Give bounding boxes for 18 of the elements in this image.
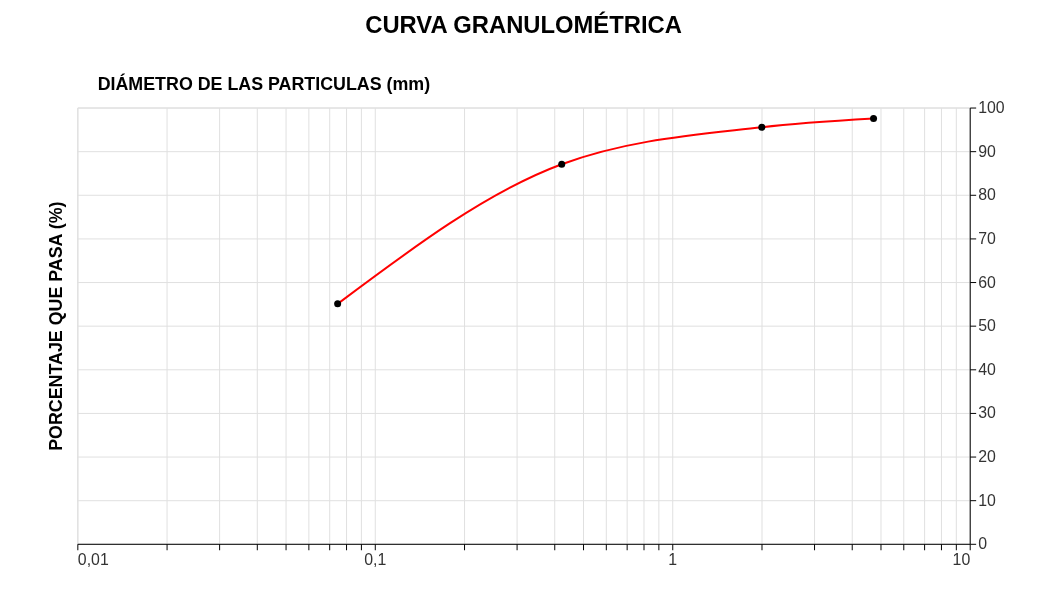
y-tick-label: 70 bbox=[978, 229, 996, 247]
x-axis-title: DIÁMETRO DE LAS PARTICULAS (mm) bbox=[97, 73, 431, 95]
y-tick-label: 0 bbox=[978, 535, 988, 553]
y-tick-label: 50 bbox=[978, 317, 996, 335]
y-tick-label: 60 bbox=[978, 273, 996, 291]
y-axis-title: PORCENTAJE QUE PASA (%) bbox=[45, 201, 66, 451]
x-tick-label: 1 bbox=[668, 551, 678, 569]
y-tick-label: 20 bbox=[978, 448, 996, 466]
x-tick-label: 10 bbox=[952, 551, 971, 569]
y-tick-label: 100 bbox=[978, 98, 1005, 116]
y-tick-label: 40 bbox=[978, 360, 996, 378]
chart-title: CURVA GRANULOMÉTRICA bbox=[365, 11, 682, 39]
y-tick-label: 80 bbox=[978, 186, 996, 204]
x-tick-label: 0,1 bbox=[364, 551, 387, 569]
y-tick-label: 90 bbox=[978, 142, 996, 160]
x-tick-label: 0,01 bbox=[77, 551, 109, 569]
y-tick-label: 10 bbox=[978, 491, 996, 509]
y-tick-label: 30 bbox=[978, 404, 996, 422]
